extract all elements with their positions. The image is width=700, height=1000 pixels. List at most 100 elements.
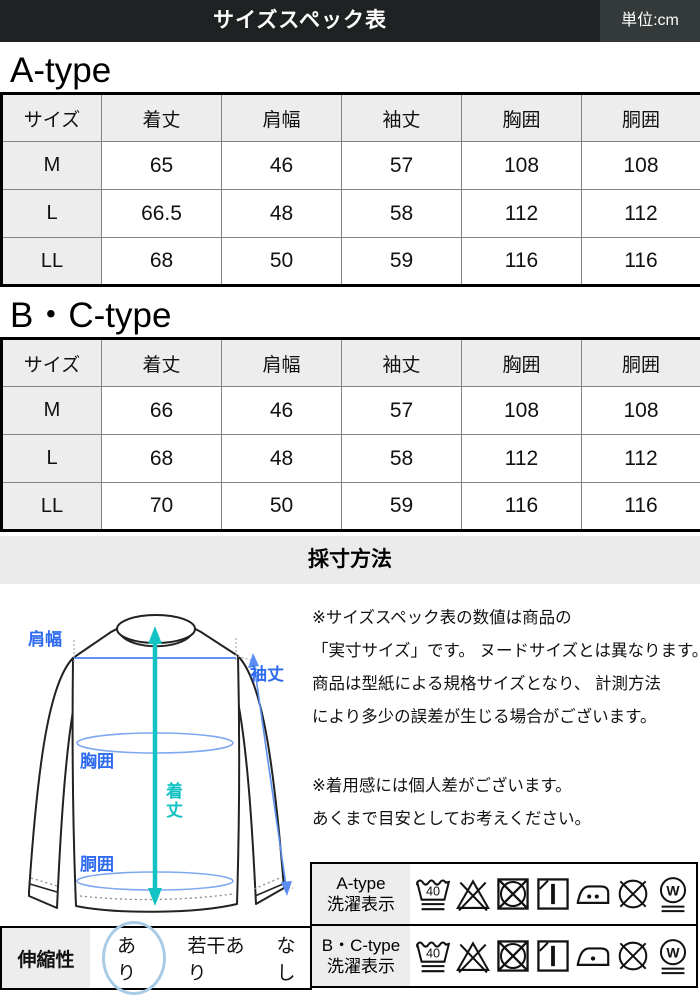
column-header: サイズ bbox=[1, 338, 102, 387]
do-not-dry-clean-icon bbox=[618, 941, 648, 971]
body-length-arrow bbox=[148, 626, 162, 906]
sleeve-length-arrow bbox=[248, 653, 292, 896]
care-row-a-type: A-type 洗濯表示 40 bbox=[312, 864, 696, 926]
table-row: M 66 46 57 108 108 bbox=[1, 386, 700, 435]
value-cell: 58 bbox=[341, 189, 462, 238]
value-cell: 68 bbox=[101, 237, 222, 286]
table-row: L 66.5 48 58 112 112 bbox=[1, 189, 700, 238]
shirt-diagram: 肩幅 袖丈 胸囲 着丈 胴囲 bbox=[0, 592, 308, 924]
size-cell: L bbox=[1, 434, 102, 483]
value-cell: 108 bbox=[581, 141, 700, 190]
column-header: 着丈 bbox=[101, 338, 222, 387]
svg-text:40: 40 bbox=[426, 946, 440, 960]
value-cell: 108 bbox=[461, 386, 582, 435]
line-dry-in-shade-icon bbox=[537, 878, 569, 910]
do-not-dry-clean-icon bbox=[618, 879, 648, 909]
table-row: LL 68 50 59 116 116 bbox=[1, 237, 700, 286]
care-symbols-a: 40 bbox=[410, 864, 696, 924]
value-cell: 116 bbox=[461, 482, 582, 531]
value-cell: 46 bbox=[221, 386, 342, 435]
shirt-outline-drawing bbox=[28, 614, 293, 913]
section-heading-bc-type: B・C-type bbox=[10, 296, 172, 335]
value-cell: 116 bbox=[461, 237, 582, 286]
value-cell: 46 bbox=[221, 141, 342, 190]
value-cell: 68 bbox=[101, 434, 222, 483]
svg-text:40: 40 bbox=[426, 884, 440, 898]
unit-label: 単位:cm bbox=[600, 0, 700, 42]
value-cell: 116 bbox=[581, 237, 700, 286]
column-header: 袖丈 bbox=[341, 93, 462, 142]
care-row-label: A-type 洗濯表示 bbox=[312, 864, 410, 924]
column-header: 袖丈 bbox=[341, 338, 462, 387]
do-not-bleach-icon bbox=[456, 941, 490, 974]
value-cell: 112 bbox=[461, 189, 582, 238]
table-row: L 68 48 58 112 112 bbox=[1, 434, 700, 483]
column-header: 胴囲 bbox=[581, 338, 700, 387]
stretch-option: なし bbox=[276, 936, 296, 984]
svg-text:W: W bbox=[666, 944, 680, 960]
value-cell: 57 bbox=[341, 386, 462, 435]
column-header: 胸囲 bbox=[461, 93, 582, 142]
value-cell: 112 bbox=[581, 189, 700, 238]
value-cell: 112 bbox=[581, 434, 700, 483]
size-cell: M bbox=[1, 141, 102, 190]
stretch-option: 若干あり bbox=[187, 936, 245, 984]
value-cell: 65 bbox=[101, 141, 222, 190]
value-cell: 58 bbox=[341, 434, 462, 483]
wash-40-icon: 40 bbox=[416, 941, 451, 973]
care-row-bc-type: B・C-type 洗濯表示 40 bbox=[312, 926, 696, 986]
table-header-row: サイズ 着丈 肩幅 袖丈 胸囲 胴囲 bbox=[1, 338, 700, 387]
column-header: サイズ bbox=[1, 93, 102, 142]
value-cell: 57 bbox=[341, 141, 462, 190]
do-not-tumble-dry-icon bbox=[497, 940, 529, 972]
size-spec-note: ※サイズスペック表の数値は商品の 「実寸サイズ」です。 ヌードサイズとは異なりま… bbox=[312, 602, 700, 734]
sleeve-length-label: 袖丈 bbox=[250, 665, 284, 684]
value-cell: 50 bbox=[221, 237, 342, 286]
stretch-label: 伸縮性 bbox=[2, 928, 90, 988]
stretch-options: あり 若干あり なし bbox=[90, 921, 310, 995]
care-symbols-bc: 40 bbox=[410, 926, 696, 986]
value-cell: 112 bbox=[461, 434, 582, 483]
care-row-label-text: 洗濯表示 bbox=[327, 957, 395, 976]
size-cell: L bbox=[1, 189, 102, 238]
do-not-bleach-icon bbox=[456, 879, 490, 912]
care-row-label-type: A-type bbox=[336, 873, 386, 893]
column-header: 肩幅 bbox=[221, 93, 342, 142]
iron-low-one-dot-icon bbox=[576, 947, 610, 966]
wash-40-icon: 40 bbox=[416, 879, 451, 911]
body-length-label: 着丈 bbox=[163, 782, 182, 820]
stretch-option-selected: あり bbox=[102, 921, 166, 995]
value-cell: 48 bbox=[221, 434, 342, 483]
size-table-a-type: サイズ 着丈 肩幅 袖丈 胸囲 胴囲 M 65 46 57 108 108 L … bbox=[0, 92, 700, 287]
size-cell: LL bbox=[1, 482, 102, 531]
iron-medium-two-dots-icon bbox=[576, 885, 610, 904]
hem-girth-label: 胴囲 bbox=[80, 855, 114, 874]
size-cell: LL bbox=[1, 237, 102, 286]
note-line: ※着用感には個人差がございます。 bbox=[312, 777, 572, 795]
value-cell: 108 bbox=[461, 141, 582, 190]
value-cell: 70 bbox=[101, 482, 222, 531]
fit-note: ※着用感には個人差がございます。 あくまで目安としてお考えください。 bbox=[312, 770, 700, 836]
header-bar: サイズスペック表 単位:cm bbox=[0, 0, 700, 42]
note-line: 商品は型紙による規格サイズとなり、 計測方法 bbox=[312, 675, 661, 693]
value-cell: 116 bbox=[581, 482, 700, 531]
value-cell: 66.5 bbox=[101, 189, 222, 238]
size-cell: M bbox=[1, 386, 102, 435]
laundry-care-table: A-type 洗濯表示 40 bbox=[310, 862, 698, 988]
chest-girth-label: 胸囲 bbox=[80, 752, 114, 771]
table-row: M 65 46 57 108 108 bbox=[1, 141, 700, 190]
stretch-property-box: 伸縮性 あり 若干あり なし bbox=[0, 921, 312, 995]
table-header-row: サイズ 着丈 肩幅 袖丈 胸囲 胴囲 bbox=[1, 93, 700, 142]
column-header: 着丈 bbox=[101, 93, 222, 142]
svg-text:W: W bbox=[666, 882, 680, 898]
care-row-label-type: B・C-type bbox=[321, 935, 401, 955]
value-cell: 59 bbox=[341, 237, 462, 286]
measuring-method-title: 採寸方法 bbox=[0, 536, 700, 584]
note-line: 「実寸サイズ」です。 ヌードサイズとは異なります。 bbox=[312, 642, 700, 660]
value-cell: 59 bbox=[341, 482, 462, 531]
table-row: LL 70 50 59 116 116 bbox=[1, 482, 700, 531]
measuring-method-section: 肩幅 袖丈 胸囲 着丈 胴囲 ※サイズスペック表の数値は商品の 「実寸サイズ」で… bbox=[0, 584, 700, 996]
care-row-label-text: 洗濯表示 bbox=[327, 895, 395, 914]
do-not-tumble-dry-icon bbox=[497, 878, 529, 910]
column-header: 肩幅 bbox=[221, 338, 342, 387]
